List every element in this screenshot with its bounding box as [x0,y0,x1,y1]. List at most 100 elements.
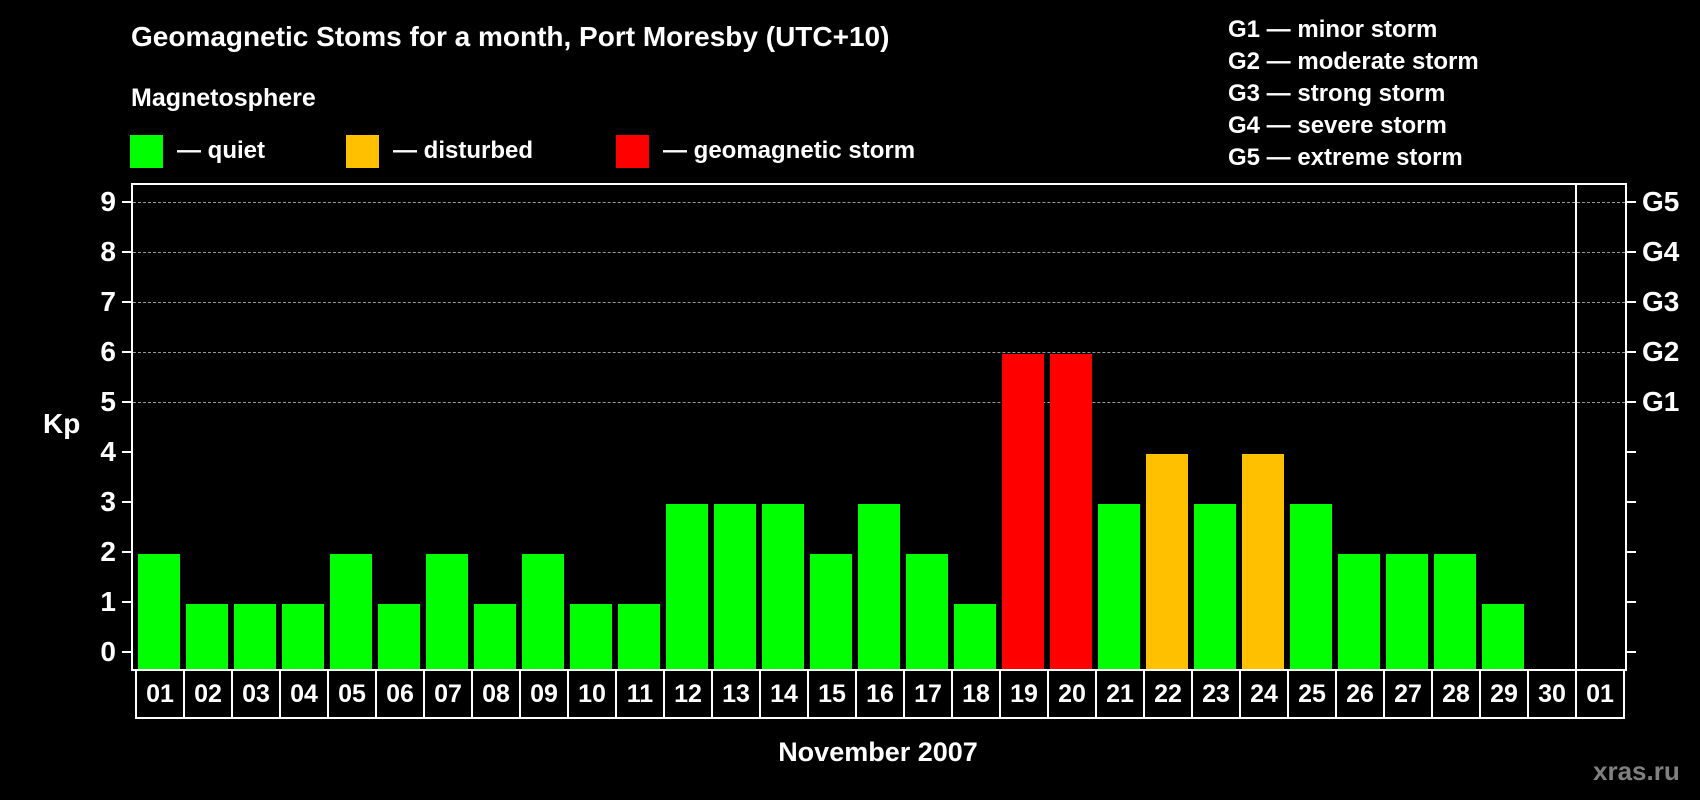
y-tick-label: 7 [100,286,116,317]
g-level-label: G5 [1642,186,1680,217]
y-tick-right [1627,551,1636,553]
day-label: 10 [569,671,617,717]
y-tick-right [1627,351,1636,353]
watermark: xras.ru [1593,756,1680,786]
day-label: 09 [521,671,569,717]
legend-item-disturbed: — disturbed [346,134,534,168]
legend-title: Magnetosphere [131,84,316,112]
y-tick [122,201,131,203]
kp-bar [1338,554,1380,669]
storm-swatch [616,134,649,168]
g-level-label: G4 [1642,236,1680,267]
day-label: 19 [1001,671,1049,717]
g-legend-item: G3 — strong storm [1228,80,1446,107]
kp-bar [426,554,468,669]
legend-label: — disturbed [393,137,534,164]
grid-line [133,252,1625,253]
kp-bar [138,554,180,669]
day-label: 05 [329,671,377,717]
y-tick [122,601,131,603]
day-label: 17 [905,671,953,717]
grid-line [133,352,1625,353]
g-level-label: G1 [1642,386,1680,417]
day-label: 25 [1289,671,1337,717]
g-scale-legend: G1 — minor storm G2 — moderate storm G3 … [1228,14,1479,174]
y-tick [122,651,131,653]
kp-bar [330,554,372,669]
y-tick-right [1627,601,1636,603]
kp-bar [234,604,276,669]
kp-bar [954,604,996,669]
kp-bar [1002,354,1044,669]
y-tick [122,501,131,503]
y-tick-right [1627,401,1636,403]
kp-bar [714,504,756,669]
day-label: 11 [617,671,665,717]
day-label: 28 [1433,671,1481,717]
kp-bar [810,554,852,669]
kp-bar [1434,554,1476,669]
kp-bar [186,604,228,669]
day-label: 21 [1097,671,1145,717]
day-label: 06 [377,671,425,717]
kp-bar [762,504,804,669]
g-legend-item: G5 — extreme storm [1228,144,1463,171]
y-tick-label: 0 [100,636,116,667]
kp-bar [618,604,660,669]
day-label: 04 [281,671,329,717]
y-tick [122,301,131,303]
kp-bar [1194,504,1236,669]
day-label: 12 [665,671,713,717]
y-tick [122,351,131,353]
kp-bar [1098,504,1140,669]
day-label: 30 [1529,671,1577,717]
y-tick-label: 9 [100,186,116,217]
y-tick-label: 3 [100,486,116,517]
kp-bar [378,604,420,669]
kp-bar [1242,454,1284,669]
y-tick-label: 8 [100,236,116,267]
y-tick-right [1627,451,1636,453]
day-label: 27 [1385,671,1433,717]
quiet-swatch [130,134,163,168]
y-tick-right [1627,251,1636,253]
day-label: 18 [953,671,1001,717]
legend-item-storm: — geomagnetic storm [616,134,916,168]
day-label: 03 [233,671,281,717]
day-label: 22 [1145,671,1193,717]
kp-bar [1386,554,1428,669]
day-label: 20 [1049,671,1097,717]
x-axis-title: November 2007 [778,737,978,767]
y-tick-label: 1 [100,586,116,617]
day-label: 07 [425,671,473,717]
kp-bar [1290,504,1332,669]
legend-label: — geomagnetic storm [663,137,916,164]
y-tick-right [1627,501,1636,503]
kp-bar [858,504,900,669]
g-level-label: G3 [1642,286,1680,317]
y-tick [122,451,131,453]
day-label: 01 [1577,671,1625,717]
day-label: 29 [1481,671,1529,717]
y-tick-label: 5 [100,386,116,417]
g-legend-item: G1 — minor storm [1228,16,1438,43]
g-legend-item: G4 — severe storm [1228,112,1447,139]
day-label: 26 [1337,671,1385,717]
y-tick-right [1627,201,1636,203]
kp-bar [474,604,516,669]
day-label: 16 [857,671,905,717]
kp-bar [1050,354,1092,669]
grid-line [133,402,1625,403]
plot-area [131,183,1627,671]
disturbed-swatch [346,134,379,168]
chart-title: Geomagnetic Stoms for a month, Port More… [131,21,890,52]
y-tick [122,401,131,403]
day-label: 02 [185,671,233,717]
day-label: 15 [809,671,857,717]
y-tick [122,251,131,253]
y-tick-label: 2 [100,536,116,567]
day-label: 14 [761,671,809,717]
y-axis-title: Kp [43,408,81,439]
y-tick-right [1627,651,1636,653]
kp-bar [1482,604,1524,669]
